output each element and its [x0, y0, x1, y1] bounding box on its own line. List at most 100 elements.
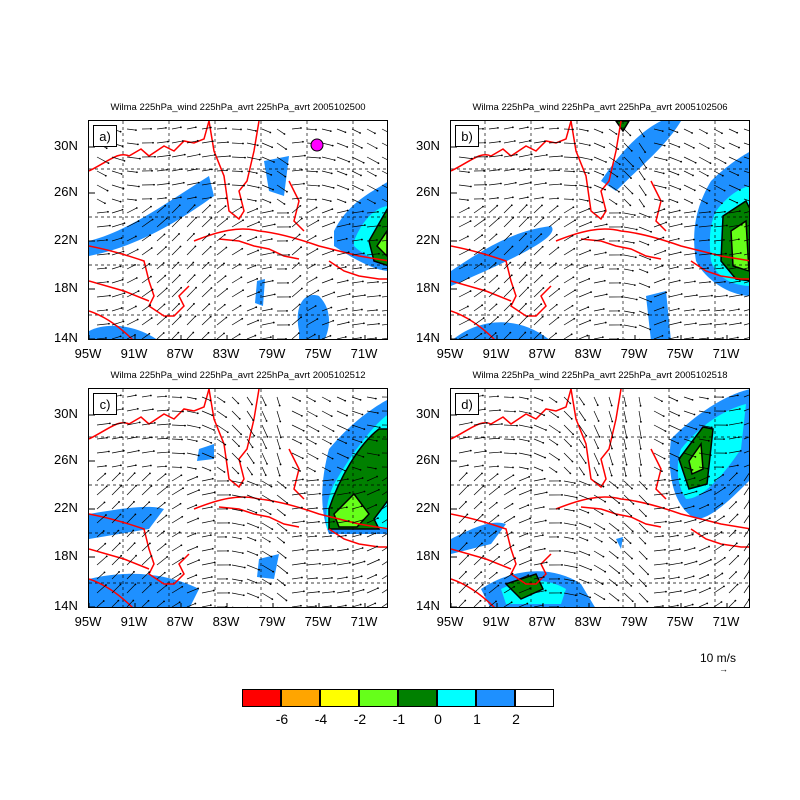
wind-vector	[608, 452, 613, 465]
wind-vector	[668, 590, 681, 594]
wind-vector-head	[679, 188, 682, 191]
wind-vector	[156, 601, 165, 607]
wind-vector-head	[377, 558, 380, 561]
wind-vector-head	[255, 236, 258, 239]
wind-vector-head	[163, 530, 165, 533]
wind-vector-head	[721, 132, 723, 135]
wind-vector-head	[572, 206, 575, 209]
wind-vector-head	[569, 402, 572, 405]
wind-vector-head	[287, 282, 289, 284]
wind-vector-head	[285, 268, 287, 270]
wind-vector	[366, 396, 376, 399]
wind-vector	[171, 233, 180, 242]
wind-vector-head	[482, 555, 485, 557]
wind-vector-head	[256, 554, 259, 556]
wind-vector	[231, 494, 245, 498]
wind-vector-head	[516, 424, 518, 427]
wind-vector	[608, 438, 613, 449]
wind-vector	[698, 211, 710, 214]
wind-vector-head	[605, 293, 608, 296]
wind-vector	[381, 170, 387, 175]
wind-vector-head	[256, 144, 259, 147]
wind-vector-head	[377, 517, 379, 520]
wind-vector-head	[676, 336, 679, 338]
wind-vector	[533, 562, 547, 566]
wind-vector	[743, 500, 749, 510]
wind-vector-head	[706, 467, 709, 470]
wind-vector-head	[362, 322, 365, 325]
wind-vector-head	[286, 502, 289, 504]
wind-vector-head	[241, 317, 244, 320]
wind-vector-head	[162, 332, 165, 334]
wind-vector	[306, 577, 317, 580]
wind-vector	[201, 233, 210, 242]
wind-vector-head	[195, 440, 198, 442]
wind-vector-head	[617, 529, 620, 532]
wind-vector-head	[226, 169, 228, 172]
wind-vector-head	[497, 287, 500, 290]
wind-vector	[743, 128, 749, 132]
wind-vector-head	[315, 415, 318, 418]
wind-vector-head	[676, 399, 679, 402]
wind-vector-head	[722, 543, 725, 546]
wind-vector	[548, 169, 559, 172]
wind-vector-head	[544, 456, 546, 459]
wind-vector	[246, 578, 257, 584]
wind-vector-head	[163, 571, 166, 574]
wind-vector	[743, 464, 749, 468]
wind-vector-head	[465, 542, 468, 545]
wind-vector-head	[163, 303, 166, 306]
wind-vector-head	[665, 159, 668, 161]
wind-vector	[668, 506, 679, 510]
wind-vector	[231, 248, 243, 256]
wind-vector	[96, 473, 106, 482]
wind-vector-head	[708, 309, 710, 311]
coastline	[690, 260, 749, 280]
wind-vector-head	[575, 566, 578, 569]
wind-vector-head	[526, 532, 529, 535]
wind-vector-head	[227, 480, 229, 482]
wind-vector	[563, 424, 574, 435]
lat-tick-label: 14N	[54, 330, 78, 345]
wind-vector-head	[527, 168, 530, 170]
wind-vector	[638, 592, 648, 602]
wind-vector	[683, 604, 693, 607]
wind-vector	[518, 588, 531, 594]
wind-vector	[713, 170, 723, 177]
wind-vector-head	[561, 494, 563, 496]
wind-vector-head	[208, 303, 211, 306]
wind-vector-head	[482, 197, 484, 200]
wind-vector	[351, 396, 361, 401]
wind-vector	[351, 561, 365, 566]
wind-vector-head	[570, 263, 573, 266]
wind-vector	[321, 493, 335, 496]
wind-vector-head	[676, 131, 679, 134]
wind-vector-head	[469, 449, 472, 452]
wind-vector-head	[481, 394, 484, 397]
wind-vector-head	[257, 249, 260, 252]
wind-vector-head	[151, 218, 154, 221]
wind-vector	[351, 337, 361, 339]
wind-vector-head	[560, 522, 562, 524]
wind-vector-head	[270, 238, 273, 240]
wind-vector-head	[256, 277, 259, 280]
wind-vector-head	[749, 471, 750, 473]
wind-vector-head	[254, 539, 257, 542]
wind-vector-head	[736, 464, 739, 467]
wind-vector-head	[512, 544, 515, 547]
wind-vector	[201, 182, 214, 186]
wind-vector-head	[693, 547, 696, 549]
wind-vector-head	[271, 279, 274, 282]
wind-vector	[216, 205, 226, 214]
wind-vector	[683, 466, 693, 471]
wind-vector-head	[226, 287, 229, 290]
wind-vector-head	[588, 554, 591, 556]
wind-vector-head	[134, 394, 137, 397]
wind-vector-head	[693, 280, 696, 283]
wind-vector	[713, 267, 723, 270]
lat-tick-label: 22N	[416, 500, 440, 515]
coastline	[570, 121, 622, 221]
reference-vector-label: 10 m/s	[700, 651, 737, 665]
wind-vector	[261, 466, 267, 476]
panel-a: Wilma 225hPa_wind 225hPa_avrt 225hPa_avr…	[88, 102, 388, 340]
